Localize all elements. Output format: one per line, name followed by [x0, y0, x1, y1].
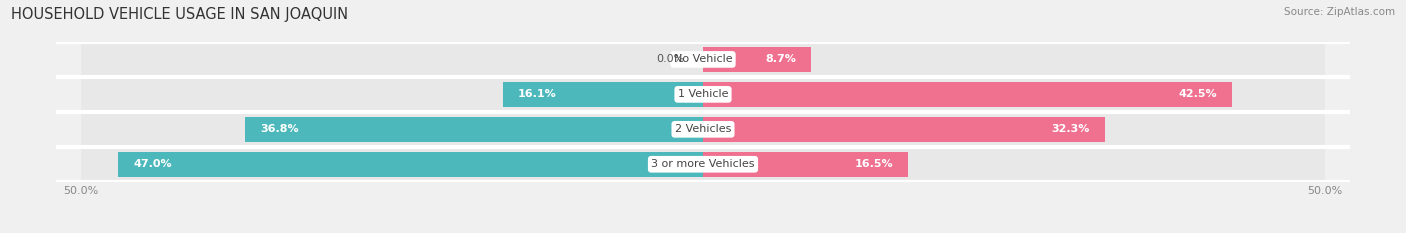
Bar — [82, 113, 703, 146]
Text: 16.1%: 16.1% — [517, 89, 557, 99]
Text: 32.3%: 32.3% — [1052, 124, 1090, 134]
Text: 0.0%: 0.0% — [657, 55, 685, 64]
Bar — [703, 152, 908, 177]
Bar — [703, 82, 1232, 107]
Text: 8.7%: 8.7% — [765, 55, 796, 64]
Bar — [245, 117, 703, 142]
Bar — [703, 113, 1324, 146]
Bar — [703, 148, 1324, 181]
Bar — [703, 47, 811, 72]
Bar — [703, 78, 1324, 111]
Bar — [82, 43, 703, 76]
Text: 42.5%: 42.5% — [1178, 89, 1216, 99]
Bar — [703, 117, 1105, 142]
Text: 3 or more Vehicles: 3 or more Vehicles — [651, 159, 755, 169]
Text: HOUSEHOLD VEHICLE USAGE IN SAN JOAQUIN: HOUSEHOLD VEHICLE USAGE IN SAN JOAQUIN — [11, 7, 349, 22]
Bar — [503, 82, 703, 107]
Text: 47.0%: 47.0% — [134, 159, 172, 169]
Text: 1 Vehicle: 1 Vehicle — [678, 89, 728, 99]
Bar — [82, 148, 703, 181]
Bar — [703, 43, 1324, 76]
Text: 36.8%: 36.8% — [260, 124, 299, 134]
Text: 2 Vehicles: 2 Vehicles — [675, 124, 731, 134]
Bar — [118, 152, 703, 177]
Text: 16.5%: 16.5% — [855, 159, 893, 169]
Text: Source: ZipAtlas.com: Source: ZipAtlas.com — [1284, 7, 1395, 17]
Bar — [82, 78, 703, 111]
Text: No Vehicle: No Vehicle — [673, 55, 733, 64]
